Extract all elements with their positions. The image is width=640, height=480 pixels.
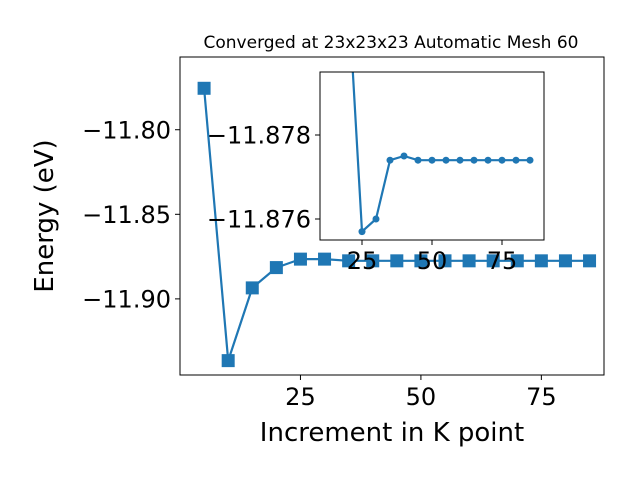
inset-y-tick-label: −11.878 xyxy=(207,122,311,150)
main-data-point xyxy=(293,252,307,266)
main-data-point xyxy=(438,254,452,268)
main-x-tick-label: 25 xyxy=(285,383,316,411)
main-plot-frame xyxy=(179,56,605,376)
x-axis-label: Increment in K point xyxy=(260,418,524,448)
main-data-point xyxy=(414,254,428,268)
main-data-point xyxy=(486,254,500,268)
inset-data-point xyxy=(386,156,394,164)
inset-x-tick-label: 50 xyxy=(417,247,448,275)
inset-data-point xyxy=(512,156,520,164)
main-y-tick-label: −11.80 xyxy=(82,116,171,144)
inset-y-tick-label: −11.876 xyxy=(207,206,311,234)
main-data-point xyxy=(390,254,404,268)
inset-data-point xyxy=(526,156,534,164)
main-data-point xyxy=(245,281,259,295)
chart-title: Converged at 23x23x23 Automatic Mesh 60 xyxy=(204,33,579,53)
main-data-point xyxy=(221,354,235,368)
inset-data-point xyxy=(372,215,380,223)
main-data-point xyxy=(366,254,380,268)
main-data-point xyxy=(462,254,476,268)
main-data-point xyxy=(558,254,572,268)
main-data-point xyxy=(510,254,524,268)
inset-data-point xyxy=(428,156,436,164)
main-y-tick-label: −11.85 xyxy=(82,201,171,229)
inset-x-tick-label: 25 xyxy=(347,247,378,275)
main-series xyxy=(197,81,597,368)
main-data-point xyxy=(583,254,597,268)
main-data-point xyxy=(342,254,356,268)
inset-data-point xyxy=(470,156,478,164)
inset-axis-ticks: 25 50 75 −11.878 −11.876 xyxy=(207,122,517,275)
main-x-tick-label: 50 xyxy=(406,383,437,411)
inset-chart: 25 50 75 −11.878 −11.876 xyxy=(207,71,545,275)
inset-data-point xyxy=(400,152,408,160)
inset-data-point xyxy=(442,156,450,164)
inset-data-point xyxy=(498,156,506,164)
main-data-point xyxy=(534,254,548,268)
inset-data-point xyxy=(484,156,492,164)
main-data-point xyxy=(197,81,211,95)
main-data-point xyxy=(269,261,283,275)
inset-x-tick-label: 75 xyxy=(487,247,518,275)
inset-data-point xyxy=(358,228,366,236)
main-x-tick-label: 75 xyxy=(526,383,557,411)
main-y-tick-label: −11.90 xyxy=(82,286,171,314)
inset-data-point xyxy=(414,156,422,164)
inset-data-point xyxy=(456,156,464,164)
main-axis-ticks: 25 50 75 −11.80 −11.85 −11.90 xyxy=(82,116,556,411)
main-chart: Converged at 23x23x23 Automatic Mesh 60 … xyxy=(30,33,605,448)
y-axis-label: Energy (eV) xyxy=(30,139,60,292)
main-data-point xyxy=(318,252,332,266)
inset-series xyxy=(351,72,534,236)
